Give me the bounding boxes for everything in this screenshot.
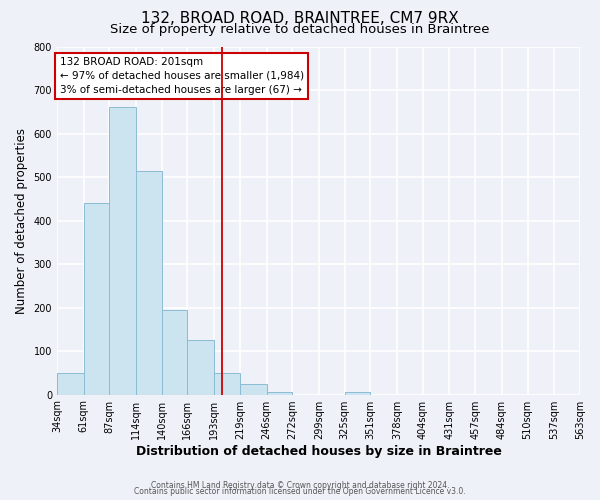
Bar <box>162 310 187 394</box>
Bar <box>240 384 266 394</box>
Bar <box>214 373 240 394</box>
Bar <box>344 392 370 394</box>
Bar <box>136 170 162 394</box>
Text: 132, BROAD ROAD, BRAINTREE, CM7 9RX: 132, BROAD ROAD, BRAINTREE, CM7 9RX <box>141 11 459 26</box>
Bar <box>266 392 292 394</box>
Bar <box>83 203 109 394</box>
Bar <box>57 373 83 394</box>
Text: 132 BROAD ROAD: 201sqm
← 97% of detached houses are smaller (1,984)
3% of semi-d: 132 BROAD ROAD: 201sqm ← 97% of detached… <box>59 57 304 95</box>
X-axis label: Distribution of detached houses by size in Braintree: Distribution of detached houses by size … <box>136 444 502 458</box>
Text: Size of property relative to detached houses in Braintree: Size of property relative to detached ho… <box>110 22 490 36</box>
Text: Contains HM Land Registry data © Crown copyright and database right 2024.: Contains HM Land Registry data © Crown c… <box>151 481 449 490</box>
Y-axis label: Number of detached properties: Number of detached properties <box>15 128 28 314</box>
Text: Contains public sector information licensed under the Open Government Licence v3: Contains public sector information licen… <box>134 488 466 496</box>
Bar <box>109 108 136 395</box>
Bar <box>187 340 214 394</box>
